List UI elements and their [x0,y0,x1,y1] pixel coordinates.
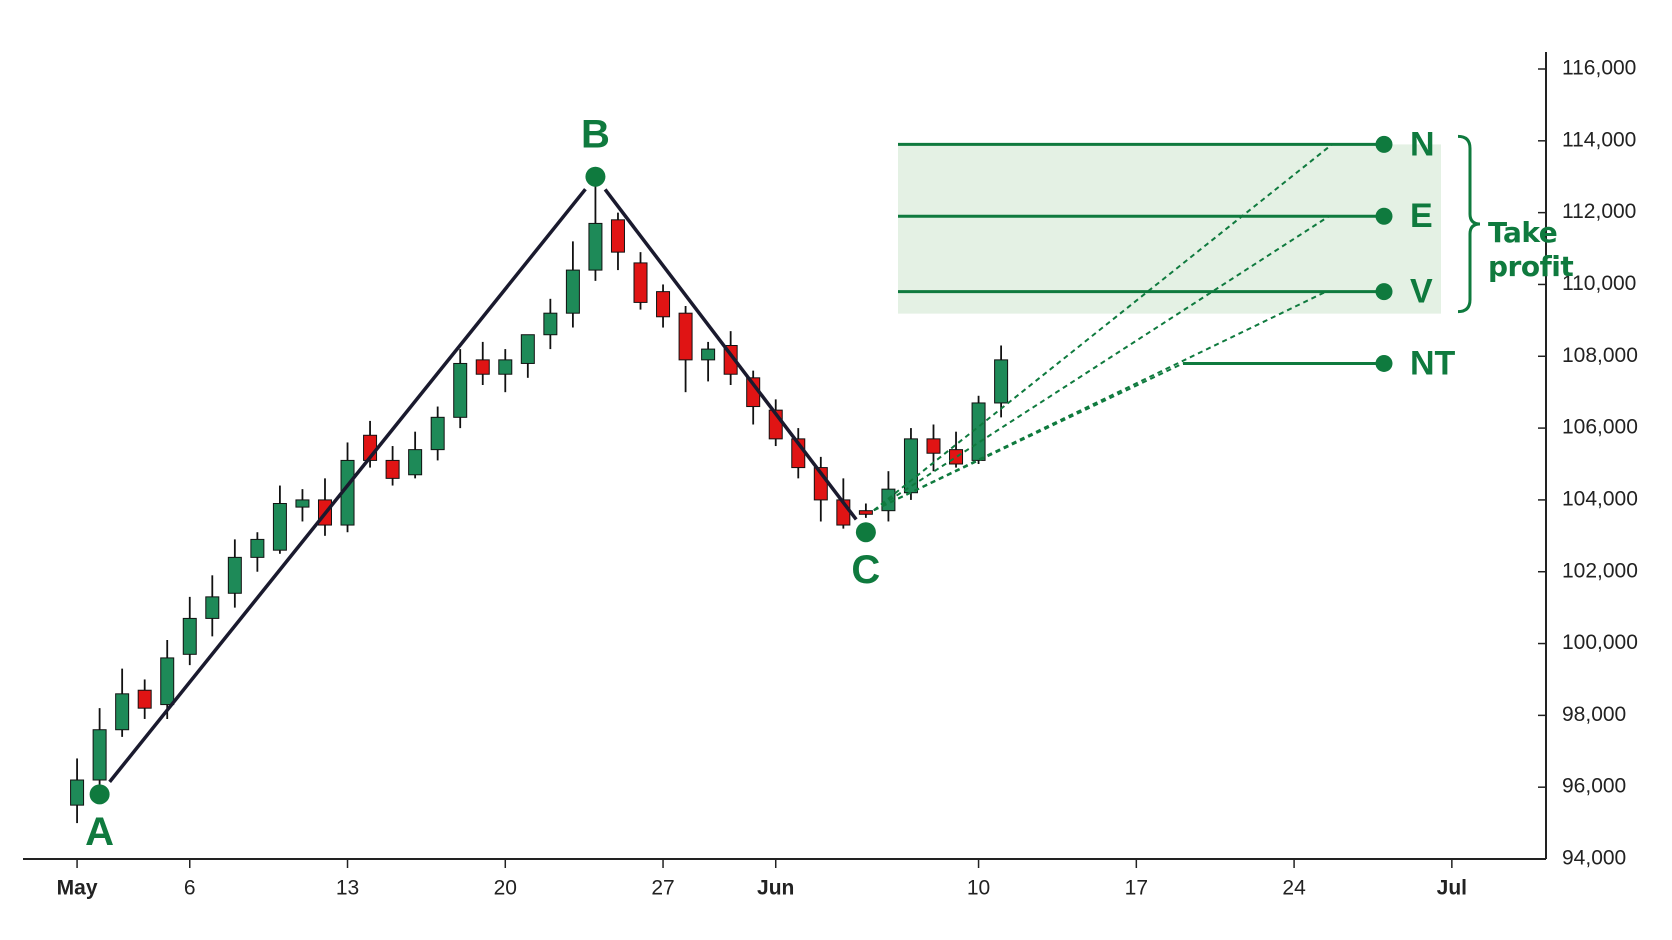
candle-body [926,438,941,454]
candle-body [498,359,513,375]
candle-body [520,334,535,364]
candle-body [453,362,468,418]
wave-leg [108,188,587,783]
y-tick-label: 116,000 [1562,57,1636,80]
candle-body [475,359,490,375]
projection-line [873,143,1333,512]
candle-body [903,438,918,494]
y-tick-label: 110,000 [1562,272,1636,295]
candle-body [678,312,693,361]
candle-body [272,503,287,551]
take-profit-brace [1457,134,1481,314]
candle-body [610,219,625,253]
y-tick-label: 94,000 [1562,847,1626,870]
candle-body [295,499,310,508]
y-tick-label: 100,000 [1562,631,1638,654]
y-tick-label: 108,000 [1562,344,1638,367]
candle-body [633,262,648,303]
projection-line [873,362,1184,512]
y-tick-label: 112,000 [1562,200,1636,223]
y-tick-label: 104,000 [1562,487,1638,510]
candle-body [137,689,152,709]
pivot-dot [855,522,876,543]
wave-leg [603,188,858,521]
target-label: E [1410,197,1433,235]
candle-body [115,693,130,731]
x-tick-label: 6 [184,877,196,900]
candle-body [565,269,580,314]
candle-body [858,510,873,515]
candle-body [408,449,423,476]
candle-body [205,596,220,619]
pivot-label: C [851,548,880,592]
x-tick-label: 13 [336,877,359,900]
candle-body [949,449,964,465]
candle-body [227,556,242,594]
x-tick-label: 24 [1282,877,1306,900]
take-profit-annotation: Take profit [1488,216,1574,283]
target-label: N [1410,125,1435,163]
pivot-label: B [581,112,610,156]
candle-body [385,459,400,479]
target-dot [1375,354,1393,372]
candle-body [994,359,1009,404]
target-dot [1375,283,1393,301]
target-dot [1375,135,1393,153]
target-label: V [1410,273,1433,311]
candle-body [92,729,107,781]
candle-body [182,617,197,655]
x-tick-label: 20 [494,877,517,900]
candle-body [701,348,716,361]
y-tick-label: 114,000 [1562,128,1636,151]
target-dot [1375,207,1393,225]
y-tick-label: 106,000 [1562,416,1638,439]
candle-body [430,416,445,451]
x-tick-label: 10 [967,877,990,900]
candle-body [971,402,986,461]
x-tick-label: Jul [1437,877,1467,900]
target-label: NT [1410,344,1456,382]
x-tick-label: May [57,877,98,900]
x-tick-label: 27 [651,877,674,900]
pivot-dot [89,784,110,805]
candle-body [160,657,175,706]
pivot-label: A [85,810,114,854]
candle-body [543,312,558,336]
y-tick-label: 102,000 [1562,559,1638,582]
pivot-dot [585,166,606,187]
candle-body [588,222,603,271]
candle-body [250,538,265,558]
candle-body [70,779,85,806]
take-profit-zone [898,144,1441,314]
candle-body [656,291,671,318]
x-tick-label: 17 [1125,877,1148,900]
y-tick-label: 98,000 [1562,703,1626,726]
x-tick-label: Jun [757,877,794,900]
projection-line [873,215,1330,512]
y-tick-label: 96,000 [1562,775,1626,798]
